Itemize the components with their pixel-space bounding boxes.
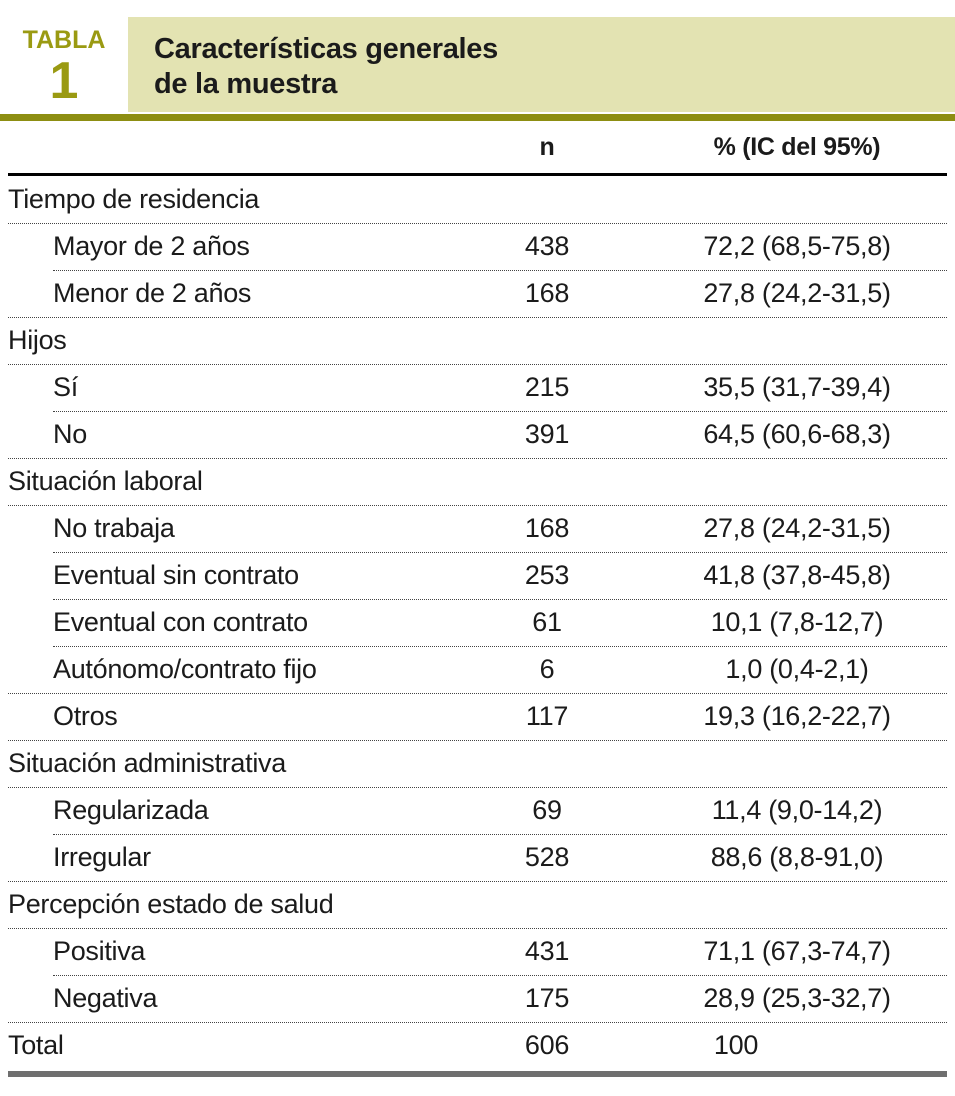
column-header-n: n — [539, 132, 555, 161]
section-header-label: Percepción estado de salud — [8, 889, 334, 919]
table-number-badge: TABLA 1 — [0, 17, 128, 112]
cell-pct: 1,0 (0,4-2,1) — [725, 654, 869, 684]
row-label: Positiva — [53, 936, 146, 966]
row-negativa: Negativa 175 28,9 (25,3-32,7) — [8, 975, 947, 1022]
header-rule — [0, 114, 955, 121]
cell-pct: 19,3 (16,2-22,7) — [703, 701, 891, 731]
cell-n: 438 — [524, 231, 570, 261]
cell-pct: 10,1 (7,8-12,7) — [710, 607, 884, 637]
row-autonomo-contrato-fijo: Autónomo/contrato fijo 6 1,0 (0,4-2,1) — [8, 646, 947, 693]
cell-pct: 100 — [713, 1030, 759, 1060]
row-label: Total — [8, 1030, 64, 1060]
row-otros: Otros 117 19,3 (16,2-22,7) — [8, 693, 947, 740]
table-title-line2: de la muestra — [154, 68, 338, 100]
row-label: Regularizada — [53, 795, 209, 825]
cell-pct: 41,8 (37,8-45,8) — [703, 560, 891, 590]
cell-n: 528 — [524, 842, 570, 872]
cell-n: 117 — [525, 701, 569, 731]
cell-n: 606 — [524, 1030, 570, 1060]
section-header-label: Situación administrativa — [8, 748, 286, 778]
cell-n: 168 — [524, 513, 570, 543]
table-bottom-rule — [8, 1071, 947, 1077]
cell-pct: 35,5 (31,7-39,4) — [703, 372, 891, 402]
column-header-pct: % (IC del 95%) — [713, 132, 881, 161]
cell-pct: 72,2 (68,5-75,8) — [703, 231, 891, 261]
table-title-line1: Características generales — [154, 33, 498, 65]
row-label: Otros — [53, 701, 118, 731]
row-label: Irregular — [53, 842, 151, 872]
section-header-label: Situación laboral — [8, 466, 203, 496]
cell-n: 253 — [524, 560, 570, 590]
cell-n: 391 — [524, 419, 570, 449]
section-situacion-laboral: Situación laboral — [8, 458, 947, 505]
section-situacion-administrativa: Situación administrativa — [8, 740, 947, 787]
row-irregular: Irregular 528 88,6 (8,8-91,0) — [8, 834, 947, 881]
row-eventual-sin-contrato: Eventual sin contrato 253 41,8 (37,8-45,… — [8, 552, 947, 599]
cell-pct: 64,5 (60,6-68,3) — [703, 419, 891, 449]
column-header-row: n % (IC del 95%) — [8, 121, 947, 173]
row-label: Eventual sin contrato — [53, 560, 299, 590]
section-header-label: Hijos — [8, 325, 67, 355]
table-body: Tiempo de residencia Mayor de 2 años 438… — [8, 176, 947, 1069]
figure-header: TABLA 1 Características generales de la … — [0, 17, 955, 112]
cell-n: 6 — [539, 654, 555, 684]
cell-pct: 27,8 (24,2-31,5) — [703, 278, 891, 308]
row-label: Mayor de 2 años — [53, 231, 250, 261]
cell-n: 69 — [532, 795, 562, 825]
row-label: Sí — [53, 372, 78, 402]
cell-pct: 71,1 (67,3-74,7) — [703, 936, 891, 966]
section-tiempo-de-residencia: Tiempo de residencia — [8, 176, 947, 223]
row-no-trabaja: No trabaja 168 27,8 (24,2-31,5) — [8, 505, 947, 552]
cell-n: 215 — [524, 372, 570, 402]
table-title-box: Características generales de la muestra — [128, 17, 955, 112]
cell-pct: 27,8 (24,2-31,5) — [703, 513, 891, 543]
row-menor-de-2-anos: Menor de 2 años 168 27,8 (24,2-31,5) — [8, 270, 947, 317]
cell-pct: 11,4 (9,0-14,2) — [711, 795, 883, 825]
badge-label: TABLA — [22, 26, 106, 54]
row-label: Menor de 2 años — [53, 278, 252, 308]
row-label: Eventual con contrato — [53, 607, 308, 637]
cell-n: 175 — [524, 983, 570, 1013]
cell-n: 431 — [524, 936, 570, 966]
row-mayor-de-2-anos: Mayor de 2 años 438 72,2 (68,5-75,8) — [8, 223, 947, 270]
badge-number: 1 — [49, 52, 79, 110]
row-si: Sí 215 35,5 (31,7-39,4) — [8, 364, 947, 411]
cell-n: 61 — [532, 607, 562, 637]
row-label: No trabaja — [53, 513, 175, 543]
row-positiva: Positiva 431 71,1 (67,3-74,7) — [8, 928, 947, 975]
section-percepcion-estado-de-salud: Percepción estado de salud — [8, 881, 947, 928]
row-eventual-con-contrato: Eventual con contrato 61 10,1 (7,8-12,7) — [8, 599, 947, 646]
row-label: No — [53, 419, 87, 449]
column-header-rule — [8, 173, 947, 176]
row-label: Negativa — [53, 983, 158, 1013]
row-regularizada: Regularizada 69 11,4 (9,0-14,2) — [8, 787, 947, 834]
section-hijos: Hijos — [8, 317, 947, 364]
row-total: Total 606 100 — [8, 1022, 947, 1069]
cell-pct: 28,9 (25,3-32,7) — [703, 983, 891, 1013]
cell-n: 168 — [524, 278, 570, 308]
row-no: No 391 64,5 (60,6-68,3) — [8, 411, 947, 458]
section-header-label: Tiempo de residencia — [8, 184, 260, 214]
cell-pct: 88,6 (8,8-91,0) — [710, 842, 884, 872]
row-label: Autónomo/contrato fijo — [53, 654, 317, 684]
